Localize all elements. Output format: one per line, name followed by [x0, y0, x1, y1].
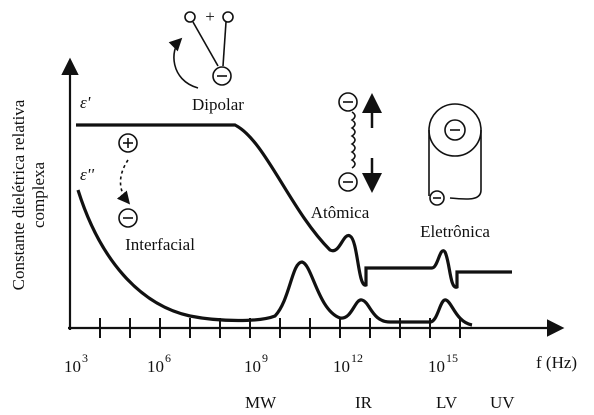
label: 3 [82, 351, 88, 365]
label: 15 [446, 351, 458, 365]
interfacial-icon [116, 133, 138, 228]
axis-ticks [99, 318, 461, 338]
band-label: MW [245, 393, 277, 412]
curve-label: ε' [80, 93, 91, 112]
curve-eps-double-prime [76, 189, 473, 327]
y-axis-label: Constante dielétrica relativa [9, 99, 28, 290]
electronic-icon [428, 103, 482, 206]
band-label: UV [490, 393, 515, 412]
curve-eps-prime [76, 123, 512, 289]
mechanism-label: Atômica [311, 203, 370, 222]
x-tick-label: 10 3 [64, 351, 88, 376]
mechanism-label: Eletrônica [420, 222, 490, 241]
x-tick-label: 10 9 [244, 351, 268, 376]
dipole-sign: + [205, 7, 215, 26]
mechanism-label: Interfacial [125, 235, 195, 254]
label: 10 [147, 357, 164, 376]
x-axis-label: f (Hz) [536, 353, 577, 372]
mechanism-label: Dipolar [192, 95, 244, 114]
y-axis-label: complexa [29, 162, 48, 229]
label: 10 [244, 357, 261, 376]
band-label: IR [355, 393, 373, 412]
label: 10 [428, 357, 445, 376]
label: 9 [262, 351, 268, 365]
atomic-icon [338, 92, 382, 193]
x-tick-label: 10 12 [333, 351, 363, 376]
curve-label: ε'' [80, 165, 94, 184]
label: 12 [351, 351, 363, 365]
label: 6 [165, 351, 171, 365]
dipole-icon [168, 11, 234, 89]
x-tick-label: 10 6 [147, 351, 171, 376]
label: 10 [64, 357, 81, 376]
x-tick-label: 10 15 [428, 351, 458, 376]
label: 10 [333, 357, 350, 376]
band-label: LV [436, 393, 458, 412]
